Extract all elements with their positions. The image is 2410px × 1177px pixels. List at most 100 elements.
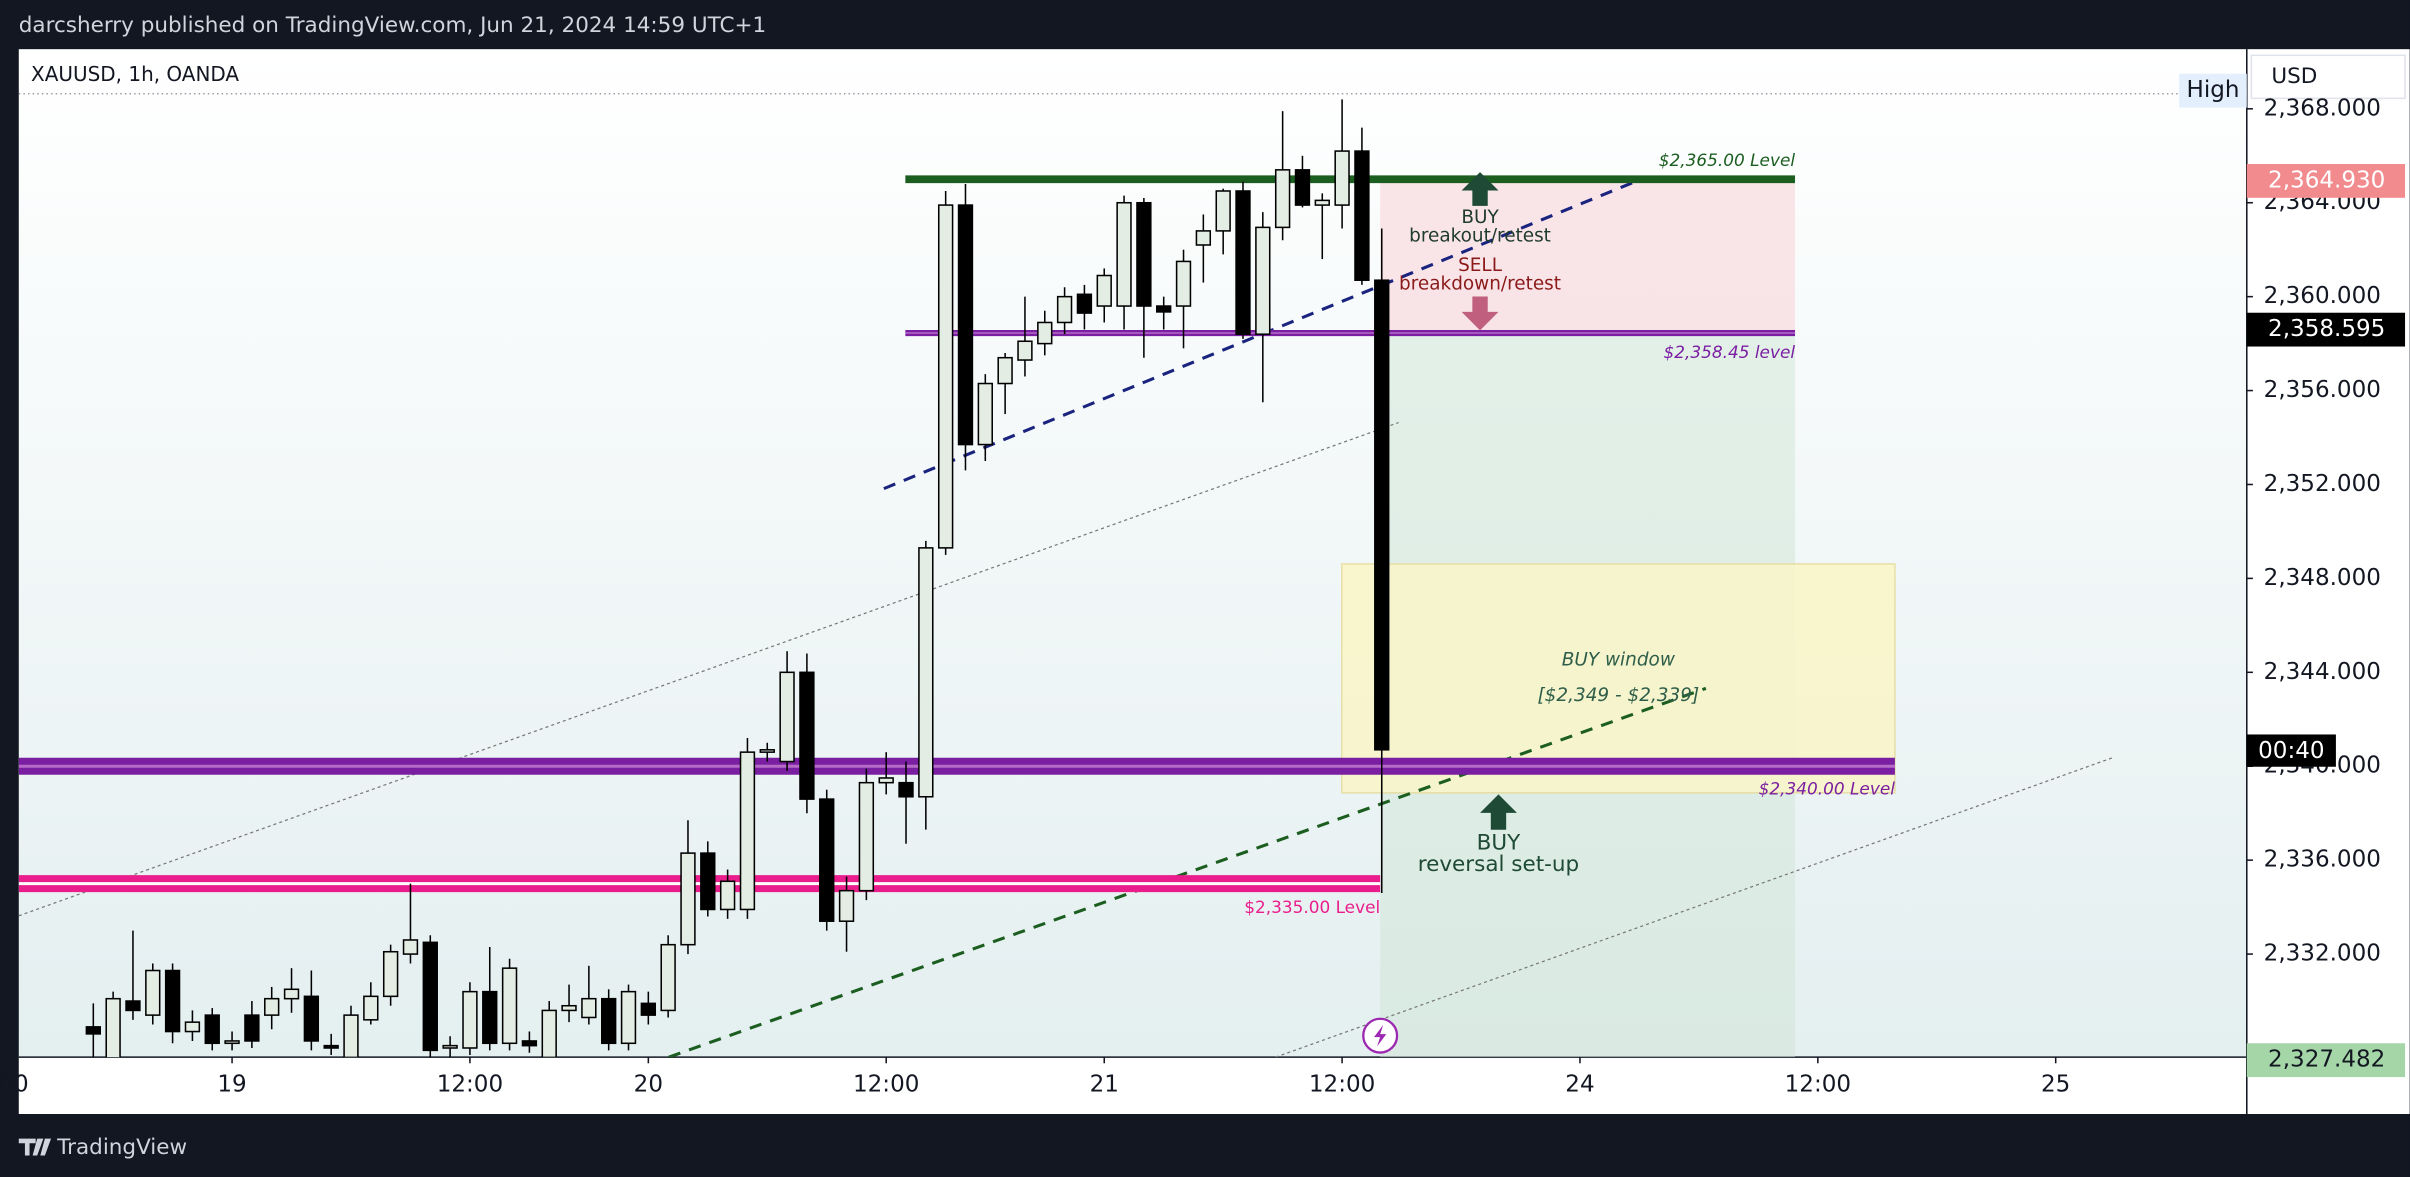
high-label: High — [2187, 77, 2240, 103]
candle-body — [501, 967, 518, 1045]
candle-body — [1334, 150, 1350, 206]
candle-body — [164, 969, 181, 1033]
x-tick-label: 19 — [217, 1071, 246, 1097]
candle-body — [561, 1004, 577, 1012]
trend-line — [668, 686, 1707, 1058]
channel-line — [1275, 756, 2114, 1058]
candle-body — [184, 1021, 201, 1033]
candle-body — [759, 749, 775, 753]
candle-body — [779, 671, 795, 763]
byline: darcsherry published on TradingView.com,… — [19, 13, 766, 38]
candle-body — [1235, 190, 1251, 335]
x-tick-label: 12:00 — [1309, 1071, 1375, 1097]
candle-body — [819, 798, 835, 922]
level-label: $2,365.00 Level — [1659, 150, 1796, 170]
trend-line — [883, 181, 1633, 491]
candle-body — [323, 1044, 339, 1049]
currency-button[interactable] — [2250, 54, 2406, 100]
x-tick-label: 12:00 — [1785, 1071, 1851, 1097]
candle-body — [1255, 226, 1271, 335]
candle-body — [382, 950, 399, 998]
high-button[interactable] — [2179, 73, 2247, 108]
up-arrow — [1480, 794, 1517, 830]
alert-icon-bolt — [1374, 1024, 1387, 1047]
sell-zone — [1380, 182, 1796, 334]
annotation: breakdown/retest — [1399, 273, 1561, 294]
candle-body — [799, 671, 815, 800]
x-tick-label: 21 — [1090, 1071, 1119, 1097]
candle-body — [145, 969, 161, 1016]
candle-body — [85, 1026, 101, 1035]
down-arrow — [1461, 296, 1499, 331]
candle-body — [977, 382, 993, 446]
candle-body — [838, 889, 855, 922]
candle-body — [125, 1000, 141, 1012]
candle-body — [462, 990, 478, 1049]
price-label: 2,358.595 — [2268, 316, 2385, 342]
level-label: $2,335.00 Level — [1244, 897, 1380, 917]
candle-body — [640, 1002, 657, 1016]
candle-body — [898, 781, 914, 798]
channel-line — [18, 421, 1399, 917]
candle-body — [739, 751, 756, 911]
currency-label: USD — [2271, 64, 2317, 89]
y-tick-label: 2,336.000 — [2264, 847, 2381, 873]
time-axis — [18, 1057, 2247, 1115]
candle-body — [581, 997, 597, 1019]
price-label: 2,364.930 — [2268, 167, 2385, 193]
candle-body — [1156, 305, 1172, 313]
x-tick-label: 12:00 — [437, 1071, 503, 1097]
candle-body — [680, 852, 696, 946]
x-tick-label: 25 — [2041, 1071, 2070, 1097]
candle-body — [283, 988, 300, 1000]
annotation: SELL — [1458, 255, 1503, 276]
y-tick-label: 2,344.000 — [2264, 659, 2381, 685]
candle-body — [1374, 279, 1390, 751]
candle-body — [1195, 230, 1212, 246]
countdown-bg — [2246, 734, 2336, 767]
y-tick-label: 2,352.000 — [2264, 471, 2381, 497]
y-tick-label: 2,368.000 — [2264, 95, 2381, 121]
plot-area — [18, 49, 2247, 1058]
candle-body — [1017, 340, 1033, 361]
candle-body — [363, 995, 379, 1021]
candle-body — [105, 997, 121, 1058]
candle-body — [1175, 260, 1192, 307]
candle-body — [442, 1044, 458, 1049]
candle-body — [1354, 150, 1370, 281]
candle-body — [858, 781, 875, 892]
candle-body — [700, 852, 716, 911]
symbol: XAUUSD, 1h, OANDA — [31, 62, 239, 86]
candle-body — [1314, 199, 1330, 206]
candle-body — [402, 939, 419, 955]
y-tick-label: 2,356.000 — [2264, 377, 2381, 403]
candle-body — [1096, 274, 1112, 307]
candle-body — [224, 1040, 240, 1045]
level-label: $2,340.00 Level — [1759, 778, 1896, 798]
drawings — [18, 92, 2247, 1058]
candle-body — [620, 990, 637, 1045]
x-tick-label: 20 — [634, 1071, 663, 1097]
candle-body — [601, 997, 617, 1045]
candle-body — [303, 995, 320, 1042]
candle-body — [244, 1014, 260, 1042]
annotation: BUY window — [1562, 650, 1676, 671]
price-label-bg — [2246, 163, 2406, 198]
level-label: $2,358.45 level — [1664, 342, 1796, 362]
brand-logo — [18, 1138, 52, 1156]
price-label-bg — [2246, 1043, 2406, 1078]
candle-body — [660, 943, 676, 1012]
candle-body — [343, 1014, 359, 1058]
x-tick-label: 12:00 — [853, 1071, 919, 1097]
candle-body — [719, 880, 736, 911]
up-arrow — [1461, 172, 1499, 206]
candle-body — [422, 941, 438, 1052]
price-label-bg — [2246, 312, 2406, 347]
x-tick-label: 24 — [1565, 1071, 1594, 1097]
annotation: reversal set-up — [1418, 852, 1579, 877]
candle-body — [1056, 295, 1073, 324]
price-label: 2,327.482 — [2268, 1047, 2385, 1073]
candle-body — [1215, 190, 1231, 232]
candle-body — [1037, 321, 1053, 345]
